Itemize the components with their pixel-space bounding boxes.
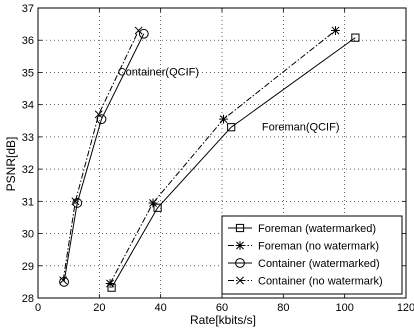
data-point-0-1	[153, 203, 162, 212]
annotation-container-qcif: Container(QCIF)	[118, 67, 199, 79]
data-point-2-3	[138, 28, 149, 39]
data-point-2-1	[72, 198, 83, 208]
series-line-2	[63, 33, 145, 282]
legend-label-1: Foreman (no watermark)	[258, 241, 379, 253]
data-point-2-0	[59, 276, 69, 287]
y-tick-label: 32	[22, 164, 34, 176]
data-point-0-2	[227, 123, 236, 132]
annotation-foreman-qcif: Foreman(QCIF)	[262, 121, 340, 133]
y-tick-label: 29	[22, 261, 34, 273]
plot-frame	[37, 7, 407, 299]
data-point-3-3	[134, 26, 143, 35]
series-line-1	[109, 30, 336, 284]
series-line-3	[62, 30, 140, 281]
legend-marker-3	[236, 276, 244, 285]
x-axis-label: Rate[kbits/s]	[190, 313, 256, 327]
legend-label-3: Container (no watermark)	[258, 276, 383, 288]
y-tick-label: 28	[22, 293, 34, 305]
y-tick-label: 31	[22, 196, 34, 208]
legend-marker-1	[235, 241, 245, 250]
legend-marker-2	[235, 258, 245, 268]
data-point-3-2	[94, 110, 103, 119]
data-point-0-3	[351, 33, 360, 42]
x-tick-label: 20	[93, 302, 105, 314]
data-point-1-0	[105, 279, 115, 288]
x-tick-label: 80	[277, 302, 289, 314]
legend-label-2: Container (watermarked)	[258, 258, 380, 270]
y-tick-label: 33	[22, 132, 34, 144]
x-tick-label: 100	[335, 302, 353, 314]
axes	[37, 7, 407, 299]
series-line-0	[111, 37, 356, 288]
y-tick-label: 35	[22, 67, 34, 79]
x-tick-label: 60	[216, 302, 228, 314]
y-tick-label: 34	[22, 100, 34, 112]
series-markers	[59, 26, 360, 292]
x-tick-label: 40	[155, 302, 167, 314]
data-point-1-2	[219, 114, 228, 124]
y-axis-label: PSNR[dB]	[4, 137, 18, 192]
tick-labels: 0 20 40 60 80 100 120 28 29 30 31 32 33 34 35 36 37	[22, 3, 414, 314]
series-lines	[62, 30, 356, 288]
data-point-3-1	[71, 197, 80, 206]
legend-label-0: Foreman (watermarked)	[258, 223, 376, 235]
x-tick-label: 0	[35, 302, 41, 314]
legend: Foreman (watermarked) Foreman (no waterma…	[221, 215, 403, 295]
data-point-1-3	[331, 26, 340, 35]
data-point-2-2	[96, 114, 107, 125]
x-tick-label: 120	[397, 302, 414, 314]
data-point-0-0	[107, 283, 116, 292]
y-tick-label: 37	[22, 3, 34, 15]
y-tick-label: 30	[22, 229, 34, 241]
data-point-3-0	[59, 276, 68, 285]
data-point-1-1	[148, 198, 158, 208]
legend-marker-0	[235, 223, 245, 233]
y-tick-label: 36	[22, 35, 34, 47]
